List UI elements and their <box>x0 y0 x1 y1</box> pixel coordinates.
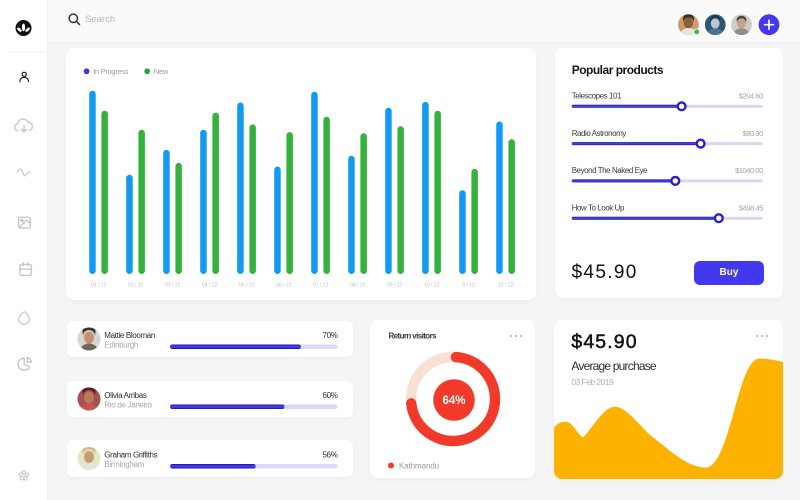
svg-text:Edinburgh: Edinburgh <box>104 340 138 349</box>
svg-text:Mattie Blooman: Mattie Blooman <box>104 330 155 339</box>
svg-text:Birmingham: Birmingham <box>104 459 144 468</box>
svg-text:70%: 70% <box>323 330 338 339</box>
svg-text:Graham Griffiths: Graham Griffiths <box>104 450 157 459</box>
svg-text:Return visitors: Return visitors <box>389 331 438 340</box>
svg-text:Kathmandu: Kathmandu <box>399 462 439 471</box>
svg-text:6 / 12: 6 / 12 <box>462 283 475 289</box>
svg-text:09 / 12: 09 / 12 <box>387 283 403 289</box>
svg-text:$1040.00: $1040.00 <box>735 166 763 175</box>
svg-text:02 / 12: 02 / 12 <box>128 283 144 289</box>
svg-text:12 / 12: 12 / 12 <box>498 283 514 289</box>
svg-text:New: New <box>154 67 169 76</box>
svg-text:Beyond The Naked Eye: Beyond The Naked Eye <box>572 166 648 175</box>
svg-text:How To Look Up: How To Look Up <box>572 203 625 212</box>
svg-text:Olivia Arribas: Olivia Arribas <box>104 390 147 399</box>
svg-text:04 / 12: 04 / 12 <box>202 283 218 289</box>
svg-text:$498.45: $498.45 <box>739 203 763 212</box>
svg-text:01 / 12: 01 / 12 <box>91 283 107 289</box>
svg-text:Radio Astronomy: Radio Astronomy <box>572 129 627 138</box>
svg-text:$204.60: $204.60 <box>739 92 763 101</box>
svg-text:$80.90: $80.90 <box>743 129 764 138</box>
svg-text:07 / 12: 07 / 12 <box>313 283 329 289</box>
svg-text:10 / 12: 10 / 12 <box>424 283 440 289</box>
svg-text:05 / 12: 05 / 12 <box>239 283 255 289</box>
svg-text:Telescopes 101: Telescopes 101 <box>572 92 622 101</box>
svg-text:In Progress: In Progress <box>93 67 129 76</box>
svg-text:56%: 56% <box>323 450 338 459</box>
svg-text:Rio de Janeiro: Rio de Janeiro <box>104 400 152 409</box>
svg-text:64%: 64% <box>442 395 465 407</box>
svg-text:03 / 12: 03 / 12 <box>165 283 181 289</box>
svg-text:06 / 12: 06 / 12 <box>276 283 292 289</box>
svg-text:60%: 60% <box>323 390 338 399</box>
svg-text:08 / 12: 08 / 12 <box>350 283 366 289</box>
